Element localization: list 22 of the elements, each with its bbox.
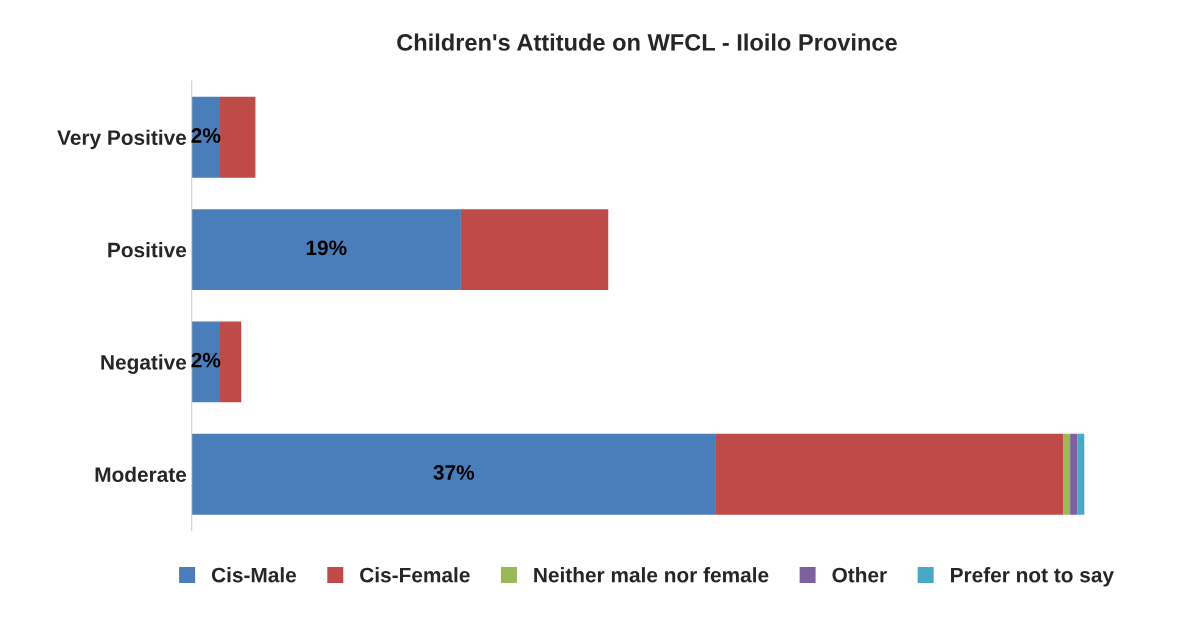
- y-tick-label: Moderate: [95, 466, 187, 482]
- y-tick-label: Positive: [108, 242, 187, 258]
- bar: [191, 209, 461, 291]
- chart-title: Children's Attitude on WFCL - Iloilo Province: [397, 33, 897, 51]
- bar: [191, 433, 716, 515]
- legend-label: Other: [832, 567, 887, 583]
- data-label: 19%: [306, 240, 347, 256]
- y-tick-label: Very Positive: [57, 129, 187, 150]
- bar: [715, 433, 1064, 515]
- bar: [1070, 433, 1078, 515]
- legend-label: Cis-Female: [360, 567, 470, 583]
- legend-label: Cis-Male: [211, 567, 297, 583]
- legend-label: Neither male nor female: [534, 567, 769, 583]
- bar: [1063, 433, 1071, 515]
- bar: [220, 321, 242, 403]
- bar: [191, 321, 221, 403]
- bar: [460, 209, 609, 291]
- bar: [220, 96, 256, 178]
- legend-label: Prefer not to say: [951, 567, 1114, 587]
- y-tick-label: Negative: [101, 354, 187, 374]
- data-label: 37%: [433, 465, 475, 480]
- bar: [1077, 433, 1085, 515]
